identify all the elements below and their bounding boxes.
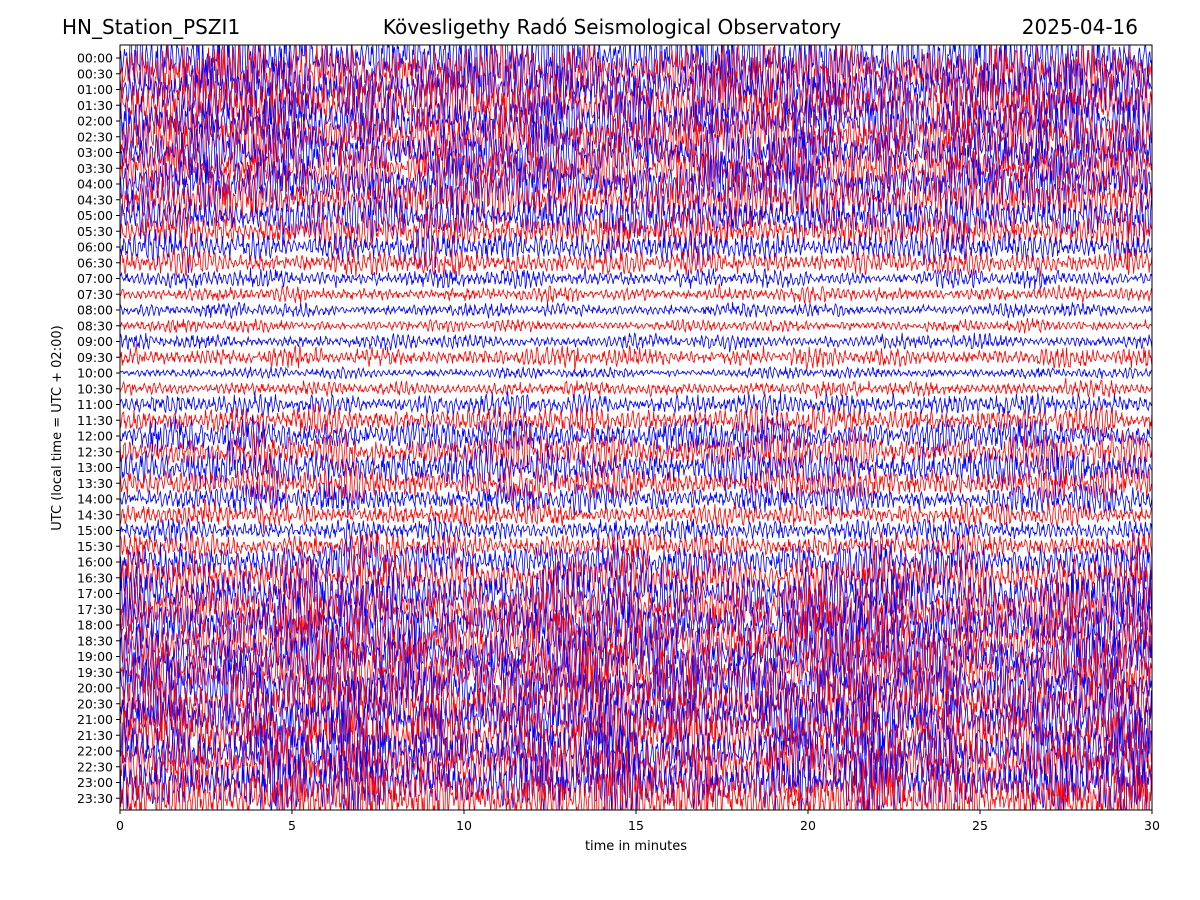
y-tick-label: 20:00 xyxy=(77,681,113,696)
trace-0500 xyxy=(120,186,1152,243)
station-title: HN_Station_PSZI1 xyxy=(62,15,241,39)
y-axis-label: UTC (local time = UTC + 02:00) xyxy=(50,325,65,530)
y-tick-label: 02:00 xyxy=(77,114,113,129)
y-tick-label: 23:00 xyxy=(77,775,113,790)
date-title: 2025-04-16 xyxy=(1021,15,1138,39)
trace-0730 xyxy=(120,283,1152,305)
trace-1200 xyxy=(120,414,1152,457)
y-tick-label: 13:00 xyxy=(77,460,113,475)
trace-0700 xyxy=(120,266,1152,290)
trace-1830 xyxy=(120,584,1152,678)
x-tick-label: 15 xyxy=(628,818,644,833)
y-tick-label: 03:30 xyxy=(77,161,113,176)
y-tick-label: 18:30 xyxy=(77,633,113,648)
y-tick-label: 14:30 xyxy=(77,507,113,522)
y-tick-label: 03:00 xyxy=(77,145,113,160)
x-tick-label: 0 xyxy=(116,818,124,833)
trace-0030 xyxy=(120,45,1152,111)
y-tick-label: 18:00 xyxy=(77,618,113,633)
x-tick-label: 20 xyxy=(800,818,816,833)
trace-2300 xyxy=(120,745,1152,810)
y-tick-label: 16:00 xyxy=(77,555,113,570)
y-tick-label: 07:00 xyxy=(77,271,113,286)
y-tick-label: 00:30 xyxy=(77,66,113,81)
y-tick-label: 05:00 xyxy=(77,208,113,223)
trace-0600 xyxy=(120,228,1152,274)
y-tick-label: 04:30 xyxy=(77,192,113,207)
y-tick-label: 10:00 xyxy=(77,366,113,381)
y-tick-label: 08:30 xyxy=(77,318,113,333)
trace-0530 xyxy=(120,207,1152,270)
y-tick-label: 08:00 xyxy=(77,303,113,318)
x-axis-label: time in minutes xyxy=(585,839,687,854)
trace-1400 xyxy=(120,481,1152,518)
trace-1130 xyxy=(120,403,1152,438)
y-tick-label: 04:00 xyxy=(77,177,113,192)
y-tick-label: 02:30 xyxy=(77,129,113,144)
y-tick-label: 05:30 xyxy=(77,224,113,239)
trace-0930 xyxy=(120,344,1152,372)
x-tick-label: 5 xyxy=(288,818,296,833)
trace-1330 xyxy=(120,462,1152,505)
trace-0200 xyxy=(120,74,1152,173)
y-tick-label: 15:00 xyxy=(77,523,113,538)
trace-0400 xyxy=(120,152,1152,218)
y-tick-label: 06:30 xyxy=(77,255,113,270)
y-tick-label: 21:30 xyxy=(77,728,113,743)
trace-0630 xyxy=(120,247,1152,278)
y-tick-label: 22:30 xyxy=(77,759,113,774)
y-tick-label: 20:30 xyxy=(77,696,113,711)
y-tick-label: 23:30 xyxy=(77,791,113,806)
y-tick-label: 09:00 xyxy=(77,334,113,349)
x-tick-label: 25 xyxy=(972,818,988,833)
y-tick-label: 01:30 xyxy=(77,98,113,113)
trace-1930 xyxy=(120,632,1152,720)
trace-1730 xyxy=(120,577,1152,646)
y-tick-label: 10:30 xyxy=(77,381,113,396)
y-axis: 00:0000:3001:0001:3002:0002:3003:0003:30… xyxy=(77,51,120,806)
trace-1000 xyxy=(120,365,1152,380)
x-tick-label: 30 xyxy=(1144,818,1160,833)
y-tick-label: 13:30 xyxy=(77,476,113,491)
y-tick-label: 16:30 xyxy=(77,570,113,585)
y-tick-label: 00:00 xyxy=(77,51,113,66)
trace-0800 xyxy=(120,301,1152,319)
y-tick-label: 11:30 xyxy=(77,413,113,428)
y-tick-label: 12:00 xyxy=(77,429,113,444)
trace-0300 xyxy=(120,119,1152,202)
trace-1030 xyxy=(120,377,1152,399)
y-tick-label: 17:00 xyxy=(77,586,113,601)
y-tick-label: 19:00 xyxy=(77,649,113,664)
trace-1500 xyxy=(120,516,1152,544)
y-tick-label: 21:00 xyxy=(77,712,113,727)
y-tick-label: 14:00 xyxy=(77,492,113,507)
trace-1300 xyxy=(120,441,1152,491)
y-tick-label: 15:30 xyxy=(77,539,113,554)
x-axis: 0 5 10 15 20 25 30 xyxy=(116,810,1160,833)
y-tick-label: 11:00 xyxy=(77,397,113,412)
trace-1100 xyxy=(120,391,1152,419)
y-tick-label: 22:00 xyxy=(77,744,113,759)
y-tick-label: 17:30 xyxy=(77,602,113,617)
trace-0830 xyxy=(120,318,1152,334)
y-tick-label: 07:30 xyxy=(77,287,113,302)
y-tick-label: 01:00 xyxy=(77,82,113,97)
observatory-title: Kövesligethy Radó Seismological Observat… xyxy=(382,15,842,39)
y-tick-label: 19:30 xyxy=(77,665,113,680)
trace-2200 xyxy=(120,710,1152,788)
trace-1530 xyxy=(120,531,1152,563)
trace-2330 xyxy=(120,757,1152,810)
trace-group xyxy=(120,45,1152,810)
x-tick-label: 10 xyxy=(456,818,472,833)
trace-0900 xyxy=(120,332,1152,353)
y-tick-label: 06:00 xyxy=(77,240,113,255)
trace-1230 xyxy=(120,417,1152,473)
trace-2000 xyxy=(120,648,1152,733)
y-tick-label: 12:30 xyxy=(77,444,113,459)
y-tick-label: 09:30 xyxy=(77,350,113,365)
trace-2100 xyxy=(120,680,1152,758)
